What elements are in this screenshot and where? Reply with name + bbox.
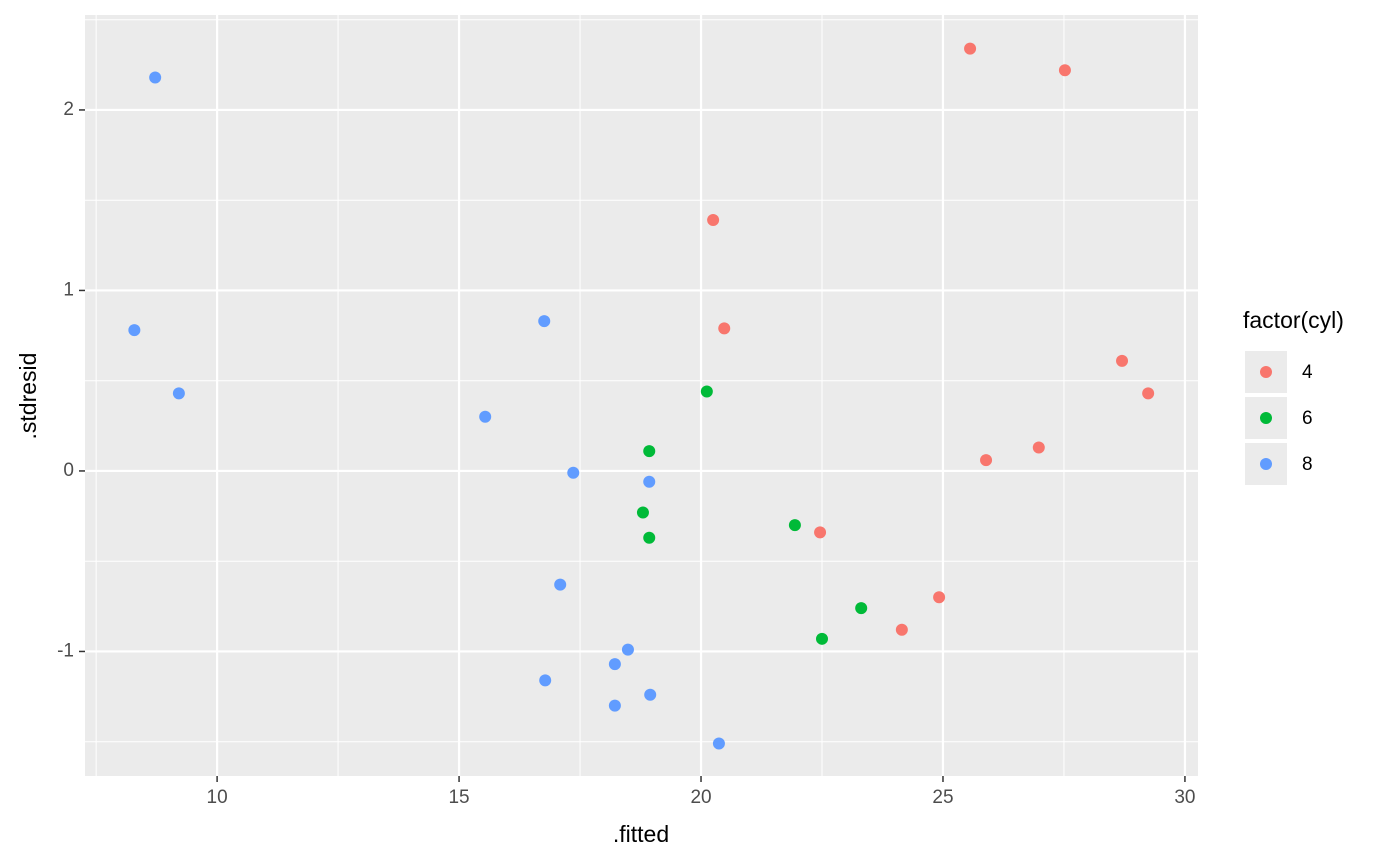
x-tick-label: 15	[448, 787, 469, 808]
point	[718, 322, 731, 335]
point	[980, 454, 993, 467]
point	[964, 42, 977, 55]
point	[636, 506, 649, 519]
legend-label: 4	[1302, 362, 1313, 383]
y-tick-label: 0	[63, 460, 74, 481]
point	[621, 643, 634, 656]
y-tick-label: 2	[63, 99, 74, 120]
point	[643, 531, 656, 544]
point	[700, 385, 713, 398]
legend-label: 8	[1302, 454, 1313, 475]
point	[814, 526, 827, 539]
point	[707, 214, 720, 227]
point	[554, 578, 567, 591]
point	[933, 591, 946, 604]
legend-title: factor(cyl)	[1243, 307, 1344, 333]
panel	[85, 15, 1198, 776]
point	[149, 71, 162, 84]
point	[1116, 354, 1129, 367]
legend-swatch	[1260, 458, 1272, 470]
point	[815, 632, 828, 645]
x-axis-title: .fitted	[613, 821, 669, 847]
y-axis-title: .stdresid	[15, 353, 41, 440]
point	[643, 445, 656, 458]
point	[1058, 64, 1071, 77]
x-tick-label: 30	[1174, 787, 1195, 808]
point	[1142, 387, 1155, 400]
point	[608, 658, 621, 671]
point	[855, 602, 868, 615]
point	[895, 623, 908, 636]
point	[644, 688, 657, 701]
point	[1032, 441, 1045, 454]
point	[172, 387, 185, 400]
point	[538, 315, 551, 328]
x-tick-label: 20	[690, 787, 711, 808]
point	[539, 674, 552, 687]
legend-label: 6	[1302, 408, 1313, 429]
point	[128, 324, 141, 337]
y-tick-label: -1	[57, 640, 74, 661]
point	[788, 519, 801, 532]
legend-swatch	[1260, 366, 1272, 378]
point	[479, 410, 492, 423]
point	[643, 475, 656, 488]
point	[567, 466, 580, 479]
legend-swatch	[1260, 412, 1272, 424]
point	[608, 699, 621, 712]
y-tick-label: 1	[63, 279, 74, 300]
x-tick-label: 10	[207, 787, 228, 808]
x-tick-label: 25	[932, 787, 953, 808]
point	[712, 737, 725, 750]
